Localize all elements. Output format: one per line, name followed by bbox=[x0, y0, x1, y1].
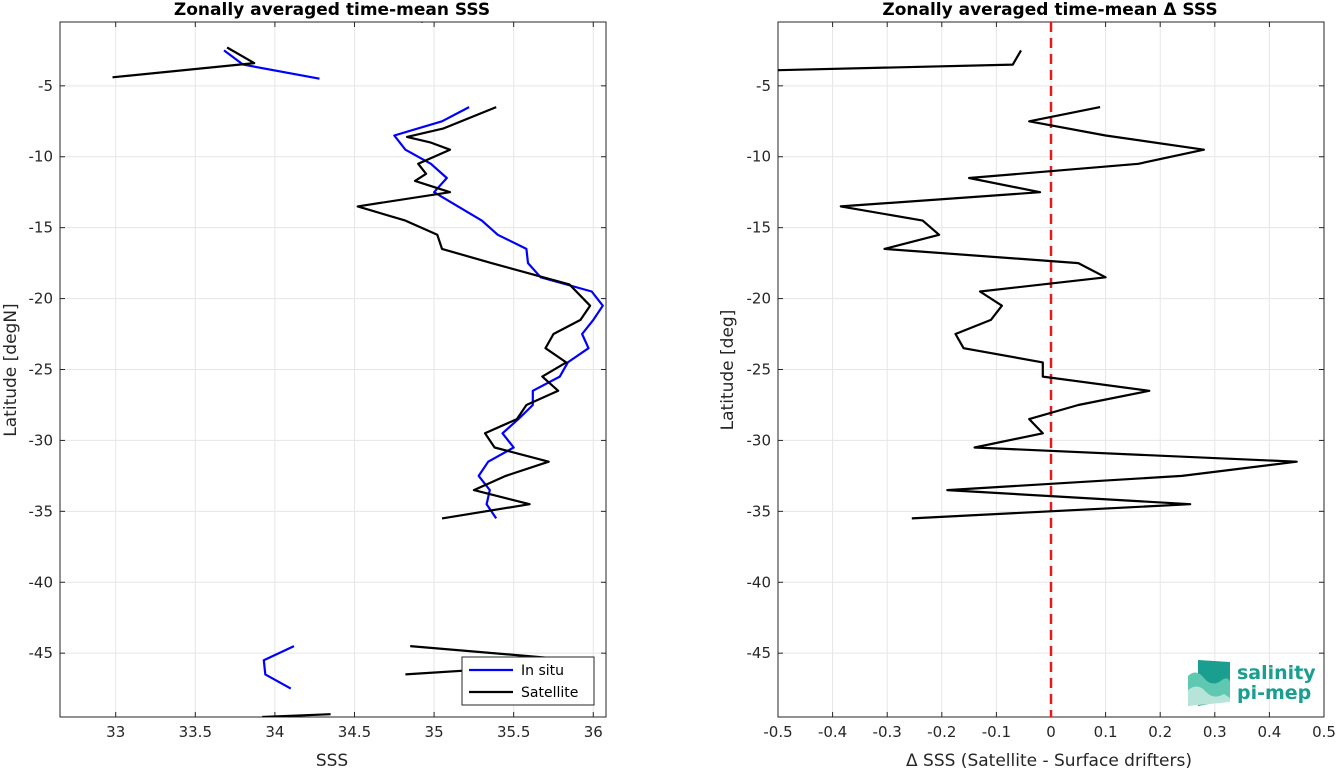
y-tick-label: -25 bbox=[747, 361, 772, 379]
logo-wave-icon bbox=[1188, 660, 1230, 706]
x-tick-label: 34.5 bbox=[338, 723, 371, 741]
x-tick-label: 35.5 bbox=[497, 723, 530, 741]
y-tick-label: -5 bbox=[38, 77, 53, 95]
plot-lines-left bbox=[112, 22, 604, 717]
y-tick-label: -45 bbox=[29, 644, 54, 662]
x-tick-label: -0.5 bbox=[763, 723, 792, 741]
y-tick-label: -30 bbox=[747, 431, 772, 449]
y-tick-label: -10 bbox=[29, 148, 54, 166]
chart-title-left: Zonally averaged time-mean SSS bbox=[174, 0, 490, 20]
y-axis-label-right: Latitude [deg] bbox=[718, 310, 738, 431]
series-line-satellite bbox=[112, 46, 256, 79]
x-tick-label: 35 bbox=[425, 723, 444, 741]
x-axis-label-right: Δ SSS (Satellite - Surface drifters) bbox=[906, 751, 1192, 769]
series-line-in-situ bbox=[262, 645, 295, 690]
y-tick-label: -45 bbox=[747, 644, 772, 662]
grid-left bbox=[60, 22, 606, 717]
y-tick-label: -30 bbox=[29, 431, 54, 449]
x-tick-label: 0.5 bbox=[1312, 723, 1336, 741]
plot-area bbox=[112, 22, 604, 717]
y-tick-label: -25 bbox=[29, 361, 54, 379]
x-axis-label-left: SSS bbox=[316, 751, 348, 769]
legend-label-in-situ: In situ bbox=[521, 663, 564, 679]
y-tick-label: -35 bbox=[747, 502, 772, 520]
series-line-satellite bbox=[356, 106, 592, 520]
y-tick-label: -20 bbox=[29, 290, 54, 308]
y-tick-label: -40 bbox=[29, 573, 54, 591]
x-tick-label: 0 bbox=[1046, 723, 1056, 741]
ticks-right: -0.5 -0.4 -0.3 -0.2 -0.1 0 0.1 0.2 0.3 0.4 0.5 -5 -1… bbox=[747, 22, 1336, 741]
panel-sss: Zonally averaged time-mean SSS 33 33.5 34 3… bbox=[1, 0, 607, 769]
plot-area bbox=[778, 22, 1298, 717]
x-tick-label: 33.5 bbox=[179, 723, 212, 741]
x-tick-label: -0.1 bbox=[982, 723, 1011, 741]
series-line-delta-sss bbox=[778, 49, 1022, 72]
legend: In situ Satellite bbox=[461, 656, 595, 706]
x-tick-label: 0.3 bbox=[1203, 723, 1227, 741]
y-tick-label: -20 bbox=[747, 290, 772, 308]
plot-lines-right bbox=[778, 22, 1298, 717]
x-tick-label: 0.1 bbox=[1094, 723, 1118, 741]
chart-title-right: Zonally averaged time-mean Δ SSS bbox=[882, 0, 1217, 20]
series-line-delta-sss bbox=[839, 106, 1298, 520]
y-tick-label: -40 bbox=[747, 573, 772, 591]
y-tick-label: -35 bbox=[29, 502, 54, 520]
series-line-satellite bbox=[262, 713, 331, 717]
x-tick-label: -0.2 bbox=[927, 723, 956, 741]
y-tick-label: -15 bbox=[29, 219, 54, 237]
y-tick-label: -5 bbox=[756, 77, 771, 95]
x-tick-label: 0.4 bbox=[1257, 723, 1281, 741]
y-tick-label: -10 bbox=[747, 148, 772, 166]
salinity-pi-mep-logo: salinity pi-mep bbox=[1188, 660, 1316, 706]
x-tick-label: -0.3 bbox=[873, 723, 902, 741]
x-tick-label: -0.4 bbox=[818, 723, 847, 741]
series-line-in-situ bbox=[393, 106, 604, 520]
x-tick-label: 34 bbox=[265, 723, 284, 741]
logo-text-line2: pi-mep bbox=[1237, 682, 1311, 704]
y-axis-label-left: Latitude [degN] bbox=[1, 303, 21, 436]
legend-box bbox=[461, 656, 595, 706]
panel-delta-sss: Zonally averaged time-mean Δ SSS -0.5 -0.… bbox=[718, 0, 1336, 769]
logo-text-line1: salinity bbox=[1237, 662, 1316, 684]
y-tick-label: -15 bbox=[747, 219, 772, 237]
legend-label-satellite: Satellite bbox=[521, 685, 578, 701]
ticks-left: 33 33.5 34 34.5 35 35.5 36 -5 -10 -15 -20 -25 -30 -35… bbox=[29, 22, 606, 741]
x-tick-label: 0.2 bbox=[1148, 723, 1172, 741]
x-tick-label: 33 bbox=[106, 723, 125, 741]
x-tick-label: 36 bbox=[584, 723, 603, 741]
